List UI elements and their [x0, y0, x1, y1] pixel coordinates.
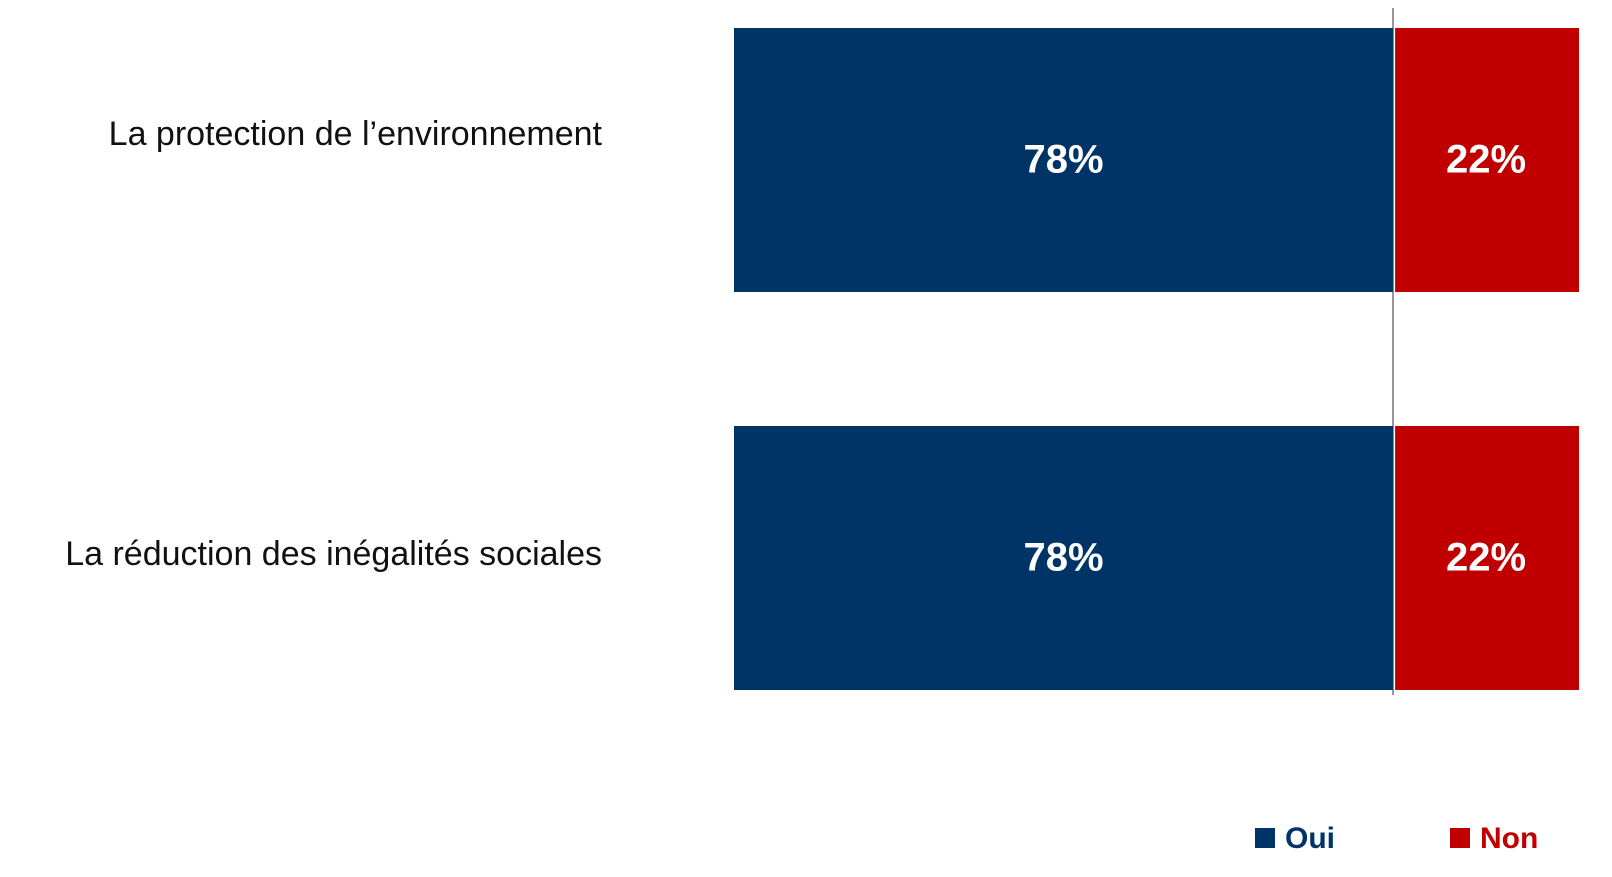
value-label: 22%	[1446, 536, 1526, 580]
value-label: 78%	[1024, 536, 1104, 580]
legend-label: Non	[1480, 822, 1538, 855]
value-label: 78%	[1024, 138, 1104, 182]
category-label: La protection de l’environnement	[109, 115, 603, 153]
bar-segment	[734, 426, 1394, 690]
category-label: La réduction des inégalités sociales	[65, 535, 602, 573]
bar-segment	[1395, 28, 1579, 292]
legend-swatch	[1450, 828, 1470, 848]
bar-segment	[734, 28, 1394, 292]
value-label: 22%	[1446, 138, 1526, 182]
legend-swatch	[1255, 828, 1275, 848]
bar-segment	[1395, 426, 1579, 690]
legend-label: Oui	[1285, 822, 1335, 855]
